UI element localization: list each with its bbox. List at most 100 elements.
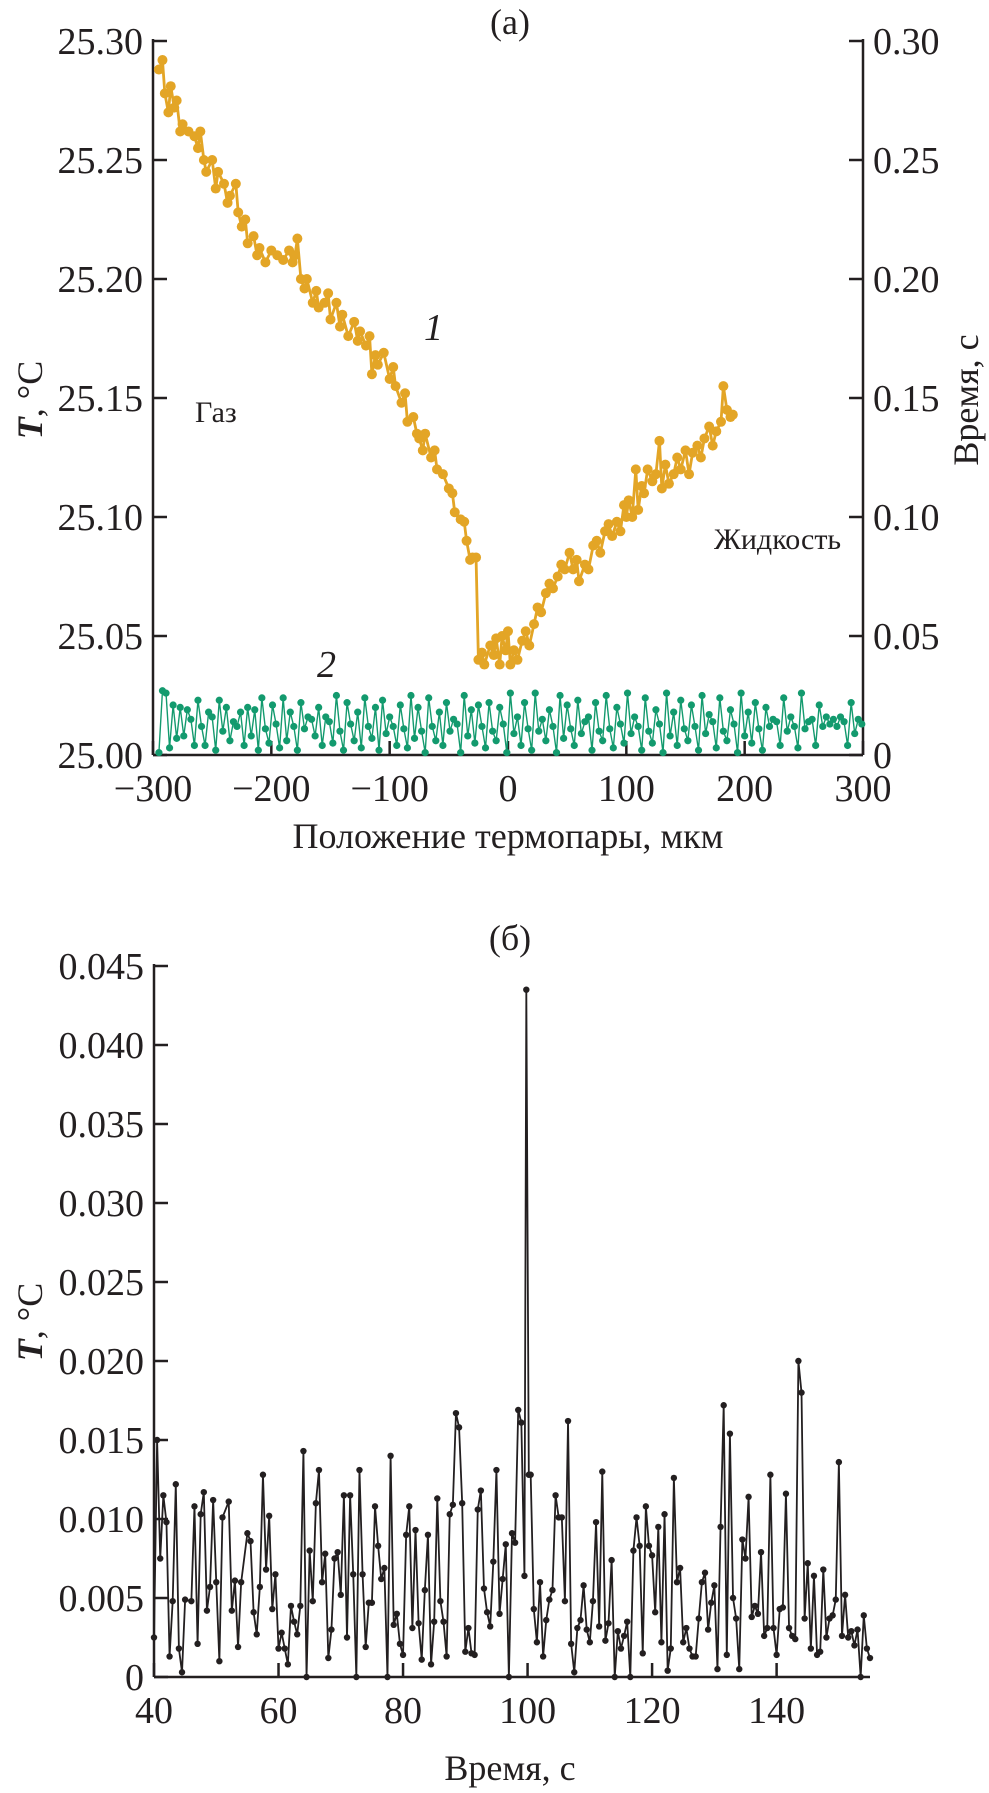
data-point xyxy=(387,1452,394,1460)
data-point xyxy=(265,739,273,747)
data-point xyxy=(595,547,606,558)
data-point xyxy=(517,635,528,646)
data-point xyxy=(447,488,458,499)
data-point xyxy=(489,727,497,735)
data-point xyxy=(421,749,429,757)
x-tick-label: 100 xyxy=(598,768,655,810)
data-point xyxy=(835,1458,843,1466)
data-point xyxy=(350,737,358,745)
right-y-tick-label: 0.25 xyxy=(873,140,940,182)
panel-a-x-axis-label: Положение термопары, мкм xyxy=(293,816,724,856)
data-point xyxy=(530,1605,537,1613)
data-point xyxy=(408,412,419,423)
data-point xyxy=(607,531,618,542)
data-point xyxy=(616,720,625,728)
data-point xyxy=(765,722,774,731)
data-point xyxy=(420,428,431,439)
data-point xyxy=(670,1474,678,1482)
data-point xyxy=(698,1579,706,1586)
data-point xyxy=(177,119,188,130)
data-point xyxy=(529,619,540,630)
data-point xyxy=(293,746,301,754)
data-point xyxy=(717,1523,724,1531)
data-point xyxy=(457,749,465,757)
data-point xyxy=(535,727,543,735)
data-point xyxy=(726,1430,734,1437)
data-point xyxy=(166,1653,173,1660)
data-point xyxy=(698,691,706,700)
data-point xyxy=(165,81,176,92)
series-line xyxy=(157,58,734,666)
data-point xyxy=(613,703,621,712)
data-point xyxy=(603,519,614,530)
data-point xyxy=(192,143,203,154)
data-point xyxy=(325,314,336,325)
data-point xyxy=(503,626,513,637)
data-point xyxy=(254,746,262,754)
data-point xyxy=(642,464,653,475)
data-point xyxy=(620,739,628,747)
data-point xyxy=(233,722,241,731)
data-point xyxy=(648,739,656,747)
data-point xyxy=(785,1624,793,1632)
data-point xyxy=(801,1615,808,1622)
data-point xyxy=(442,699,451,707)
y-tick-label: 0.040 xyxy=(59,1025,145,1067)
data-point xyxy=(160,1492,167,1499)
data-point xyxy=(212,746,220,754)
data-point xyxy=(680,725,688,733)
data-point xyxy=(242,238,253,249)
data-point xyxy=(723,737,731,745)
data-point xyxy=(281,1645,288,1652)
data-point xyxy=(183,706,191,714)
data-point xyxy=(503,749,511,757)
data-point xyxy=(396,1640,404,1648)
data-point xyxy=(201,741,209,750)
data-point xyxy=(176,703,184,712)
data-point xyxy=(488,650,499,661)
data-point xyxy=(287,1602,295,1610)
data-point xyxy=(751,1602,759,1610)
data-point xyxy=(329,739,337,747)
data-point xyxy=(388,362,399,373)
data-point xyxy=(528,746,536,754)
data-point xyxy=(521,1572,528,1580)
data-point xyxy=(216,1658,223,1665)
y-axis-label-unit: , °C xyxy=(10,1283,50,1339)
data-point xyxy=(584,713,593,721)
data-point xyxy=(823,1634,830,1641)
data-point xyxy=(570,741,578,750)
data-point xyxy=(430,1618,438,1625)
y-tick-label: 0.020 xyxy=(59,1341,145,1383)
data-point xyxy=(552,571,563,582)
data-point xyxy=(718,381,729,392)
data-point xyxy=(580,1582,587,1589)
data-point xyxy=(163,1518,170,1526)
data-point xyxy=(347,720,355,728)
data-point xyxy=(664,1667,671,1674)
data-point xyxy=(403,744,412,752)
data-point xyxy=(500,645,511,656)
data-point xyxy=(361,694,369,702)
data-point xyxy=(515,1406,522,1414)
data-point xyxy=(201,166,212,177)
data-point xyxy=(511,1539,519,1546)
data-point xyxy=(494,659,505,670)
data-point xyxy=(676,1564,684,1572)
data-point xyxy=(173,734,181,742)
data-point xyxy=(542,737,550,745)
data-point xyxy=(393,741,401,750)
data-point xyxy=(517,741,525,750)
annotation-liquid: Жидкость xyxy=(714,523,841,556)
data-point xyxy=(300,725,309,733)
data-point xyxy=(694,746,703,754)
data-point xyxy=(396,397,407,408)
y-tick-label: 25.05 xyxy=(58,616,144,658)
data-point xyxy=(471,552,482,563)
data-point xyxy=(434,1495,441,1502)
data-point xyxy=(792,1635,799,1643)
data-point xyxy=(343,699,351,707)
data-point xyxy=(547,583,558,594)
data-point xyxy=(275,1645,282,1652)
y-tick-label: 0.015 xyxy=(59,1420,145,1462)
